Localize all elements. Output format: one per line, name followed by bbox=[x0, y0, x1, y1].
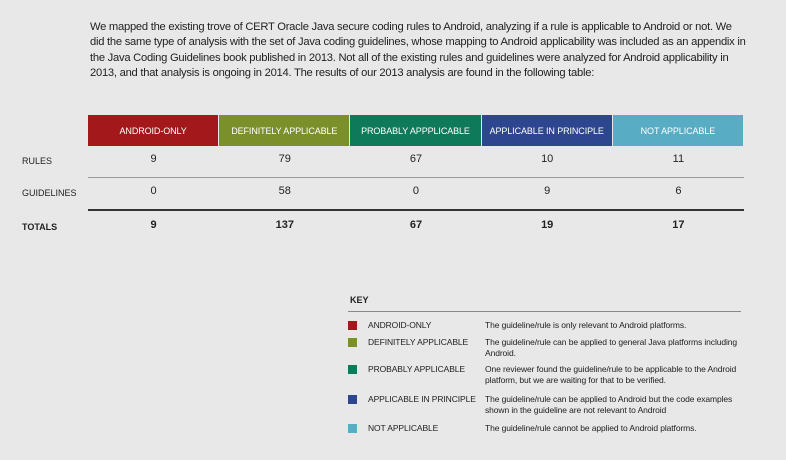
key-title: KEY bbox=[350, 295, 369, 305]
key-description: The guideline/rule cannot be applied to … bbox=[485, 423, 697, 433]
row-label: GUIDELINES bbox=[22, 188, 77, 198]
key-swatch bbox=[348, 365, 357, 374]
key-label: DEFINITELY APPLICABLE bbox=[368, 337, 469, 347]
table-cell: 67 bbox=[409, 219, 423, 231]
table-cell: 17 bbox=[672, 219, 685, 231]
table-cell: 67 bbox=[409, 153, 423, 165]
key-label: APPLICABLE IN PRINCIPLE bbox=[368, 394, 476, 404]
table-cell: 9 bbox=[544, 185, 551, 197]
key-swatch bbox=[348, 424, 357, 433]
table-cell: 0 bbox=[150, 185, 157, 197]
column-header: ANDROID-ONLY bbox=[88, 115, 219, 146]
row-label: RULES bbox=[22, 156, 53, 166]
table-cell: 58 bbox=[278, 185, 291, 197]
table-cell: 137 bbox=[275, 219, 294, 231]
key-label: PROBABLY APPLICABLE bbox=[368, 364, 466, 374]
column-header: DEFINITELY APPLICABLE bbox=[219, 115, 350, 146]
table-cell: 0 bbox=[412, 185, 420, 197]
row-label: TOTALS bbox=[22, 222, 58, 232]
key-swatch bbox=[348, 338, 357, 347]
key-swatch bbox=[348, 321, 357, 330]
key-swatch bbox=[348, 395, 357, 404]
key-rule bbox=[348, 311, 741, 312]
column-header: PROBABLY APPPLICABLE bbox=[350, 115, 481, 146]
totals-divider bbox=[88, 209, 744, 211]
table-cell: 11 bbox=[672, 153, 685, 165]
key-description: The guideline/rule can be applied to gen… bbox=[485, 337, 738, 358]
table-cell: 10 bbox=[541, 153, 554, 165]
column-header: APPLICABLE IN PRINCIPLE bbox=[481, 115, 612, 146]
key-description: The guideline/rule is only relevant to A… bbox=[485, 320, 687, 330]
table-cell: 9 bbox=[150, 153, 157, 165]
table-cell: 19 bbox=[541, 219, 554, 231]
table-cell: 79 bbox=[278, 153, 291, 165]
row-divider bbox=[88, 177, 744, 178]
key-label: ANDROID-ONLY bbox=[368, 320, 432, 330]
table-cell: 9 bbox=[150, 219, 157, 231]
intro-paragraph: We mapped the existing trove of CERT Ora… bbox=[90, 21, 746, 79]
key-description: The guideline/rule can be applied to And… bbox=[485, 394, 733, 415]
table-cell: 6 bbox=[675, 185, 682, 197]
column-header: NOT APPLICABLE bbox=[612, 115, 743, 146]
key-label: NOT APPLICABLE bbox=[368, 423, 439, 433]
key-description: One reviewer found the guideline/rule to… bbox=[485, 364, 737, 385]
